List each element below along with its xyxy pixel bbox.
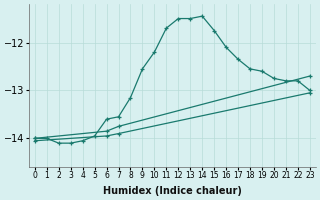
X-axis label: Humidex (Indice chaleur): Humidex (Indice chaleur) — [103, 186, 242, 196]
